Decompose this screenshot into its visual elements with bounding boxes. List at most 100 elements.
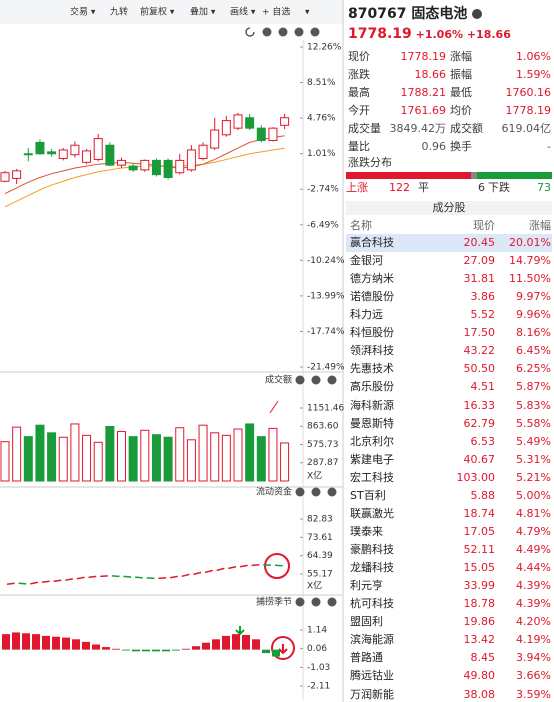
panel-icon xyxy=(327,597,337,607)
stock-name[interactable]: 利元亨 xyxy=(350,579,383,593)
volume-bar xyxy=(256,436,266,482)
volume-bar xyxy=(12,426,22,482)
name: 固态电池 xyxy=(411,6,468,22)
y-tick-label: -2.74% xyxy=(307,185,339,195)
stock-name[interactable]: 宏工科技 xyxy=(350,470,394,484)
stock-name[interactable]: 海科新源 xyxy=(350,398,394,412)
stat-label: 最高 xyxy=(348,86,370,99)
flow-segment xyxy=(65,577,74,582)
stock-name[interactable]: 曼恩斯特 xyxy=(350,416,394,430)
unit-label: X亿 xyxy=(307,580,322,592)
flow-segment xyxy=(30,581,39,585)
flat-label: 平 xyxy=(418,181,429,194)
stock-name[interactable]: 滨海能源 xyxy=(350,633,394,647)
stock-name[interactable]: 金银河 xyxy=(350,254,383,268)
volume-bar xyxy=(245,423,255,482)
stock-name[interactable]: 德方纳米 xyxy=(350,272,394,286)
stock-price: 5.88 xyxy=(470,488,496,502)
stock-name[interactable]: 万润新能 xyxy=(350,687,394,701)
toolbar-button[interactable]: 叠加 ▾ xyxy=(190,7,216,18)
stock-name[interactable]: 豪鹏科技 xyxy=(350,543,394,557)
stock-name[interactable]: 领湃科技 xyxy=(350,344,394,358)
stock-change: 9.96% xyxy=(516,308,551,322)
stock-name[interactable]: 腾远钴业 xyxy=(350,669,394,683)
stock-price: 62.79 xyxy=(463,416,496,430)
season-bar xyxy=(252,639,260,650)
season-bar xyxy=(32,634,40,650)
candle-body xyxy=(128,165,138,171)
stat-value: 1.06% xyxy=(516,50,551,63)
toolbar-button[interactable]: ▾ xyxy=(305,8,310,18)
candle-body xyxy=(23,153,33,156)
stock-name[interactable]: 龙蟠科技 xyxy=(350,561,394,575)
stock-name[interactable]: 诺德股份 xyxy=(350,290,394,304)
stat-label: 涨幅 xyxy=(450,50,472,63)
candle-body xyxy=(186,149,196,171)
stock-name[interactable]: 北京利尔 xyxy=(350,434,394,448)
stat-label: 振幅 xyxy=(450,68,472,81)
season-bar xyxy=(172,649,180,651)
stock-name[interactable]: 科力远 xyxy=(350,308,383,322)
stock-price: 50.50 xyxy=(463,362,496,376)
info-icon[interactable] xyxy=(472,9,483,19)
stock-name[interactable]: 科恒股份 xyxy=(350,326,394,340)
header-price: 现价 xyxy=(473,219,495,232)
stat-label: 换手 xyxy=(450,140,472,153)
stock-price: 17.05 xyxy=(463,524,496,538)
volume-bar xyxy=(233,428,243,482)
stock-change: 5.00% xyxy=(516,488,551,502)
toolbar-button[interactable]: 前复权 ▾ xyxy=(140,6,175,18)
panel-icon xyxy=(327,487,337,497)
season-bar xyxy=(72,639,80,650)
season-bar xyxy=(142,649,150,652)
toolbar-button[interactable]: + 自选 xyxy=(262,6,290,18)
toolbar-button[interactable]: 九转 xyxy=(110,6,128,18)
stock-price: 40.67 xyxy=(463,452,496,466)
stat-value: 3849.42万 xyxy=(389,122,447,135)
season-bar xyxy=(232,634,240,650)
stock-change: 4.19% xyxy=(516,633,551,647)
down-count: 73 xyxy=(537,181,551,194)
stock-name[interactable]: 普路通 xyxy=(350,651,383,665)
panel-title: 成交额 xyxy=(265,374,292,386)
y-tick-label: 73.61 xyxy=(307,533,333,543)
flow-segment xyxy=(228,566,237,570)
toolbar-button[interactable]: 画线 ▾ xyxy=(230,6,256,18)
season-bar xyxy=(112,648,120,650)
stock-change: 4.81% xyxy=(516,506,551,520)
toolbar-button[interactable]: 交易 ▾ xyxy=(70,6,96,18)
stock-name[interactable]: 高乐股份 xyxy=(350,380,394,394)
stock-name[interactable]: 盟固利 xyxy=(350,615,383,629)
section-title: 涨跌分布 xyxy=(348,156,392,169)
stock-name[interactable]: 杭可科技 xyxy=(350,597,394,611)
stock-price: 8.45 xyxy=(470,651,496,665)
y-tick-label: 64.39 xyxy=(307,551,333,561)
y-tick-label: -21.49% xyxy=(307,363,344,373)
stock-price: 52.11 xyxy=(463,543,496,557)
stock-name[interactable]: 璞泰来 xyxy=(350,524,383,538)
stock-price: 15.05 xyxy=(463,561,496,575)
y-tick-label: 0.06 xyxy=(307,644,327,654)
stock-name[interactable]: 联赢激光 xyxy=(350,506,394,520)
down-arrow xyxy=(278,644,288,655)
y-tick-label: 4.76% xyxy=(307,114,336,124)
panel-icon xyxy=(327,375,337,385)
stock-name[interactable]: 赢合科技 xyxy=(350,236,394,249)
stock-name[interactable]: ST百利 xyxy=(350,488,386,502)
season-bar xyxy=(182,648,190,650)
stock-name[interactable]: 先惠技术 xyxy=(350,362,394,376)
price: 1778.19 xyxy=(348,26,412,42)
stock-price: 19.86 xyxy=(463,615,496,629)
y-tick-label: -6.49% xyxy=(307,220,339,230)
season-bar xyxy=(22,633,30,650)
flow-segment xyxy=(135,576,143,579)
panel-title: 流动资金 xyxy=(256,486,292,498)
stock-change: 4.20% xyxy=(516,615,551,629)
stock-name[interactable]: 紫建电子 xyxy=(350,452,394,466)
flow-segment xyxy=(216,567,225,572)
stat-label: 成交额 xyxy=(450,122,483,135)
season-bar xyxy=(272,649,280,657)
trend-line xyxy=(269,400,279,414)
flow-segment xyxy=(251,564,260,567)
up-label: 上涨 xyxy=(346,181,368,194)
